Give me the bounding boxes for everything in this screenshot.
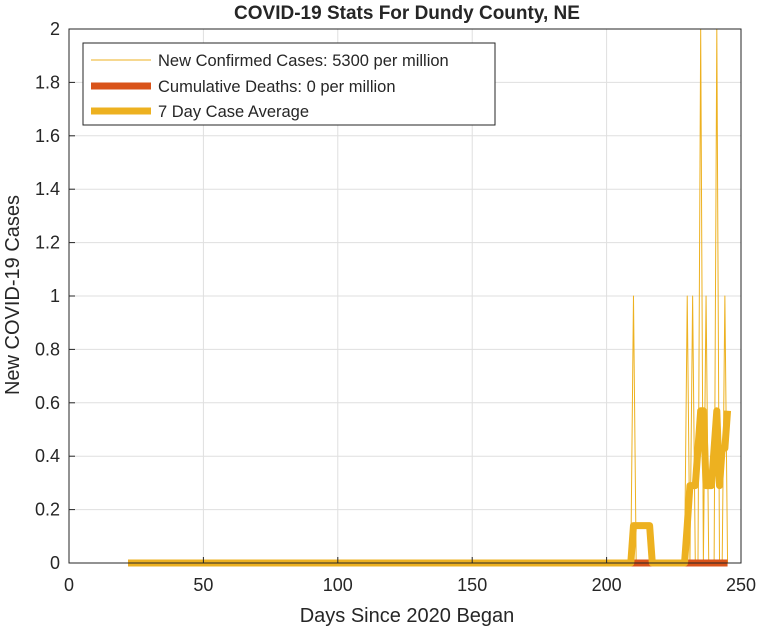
legend-label-deaths: Cumulative Deaths: 0 per million: [158, 78, 396, 96]
x-axis-label: Days Since 2020 Began: [300, 605, 515, 627]
legend: New Confirmed Cases: 5300 per million Cu…: [82, 42, 496, 126]
x-tick-label: 100: [323, 575, 353, 595]
y-tick-label: 0.6: [35, 393, 60, 413]
y-axis-label: New COVID-19 Cases: [2, 195, 24, 395]
x-tick-label: 0: [64, 575, 74, 595]
x-tick-label: 250: [726, 575, 756, 595]
chart-title: COVID-19 Stats For Dundy County, NE: [234, 3, 580, 24]
y-tick-label: 1.6: [35, 126, 60, 146]
x-tick-label: 200: [592, 575, 622, 595]
y-tick-label: 1.8: [35, 72, 60, 92]
x-tick-label: 150: [457, 575, 487, 595]
legend-label-new-cases: New Confirmed Cases: 5300 per million: [158, 52, 449, 70]
legend-label-avg: 7 Day Case Average: [158, 103, 309, 121]
y-tick-label: 0.2: [35, 500, 60, 520]
y-tick-label: 1.4: [35, 179, 60, 199]
x-tick-label: 50: [193, 575, 213, 595]
y-tick-labels: 0 0.2 0.4 0.6 0.8 1 1.2 1.4 1.6 1.8 2: [35, 19, 60, 573]
y-tick-label: 1.2: [35, 233, 60, 253]
y-tick-label: 0.4: [35, 446, 60, 466]
tick-marks: [68, 28, 742, 564]
y-tick-label: 0.8: [35, 339, 60, 359]
legend-box: [82, 42, 496, 126]
y-tick-label: 1: [50, 286, 60, 306]
seven-day-average-line: [128, 407, 732, 567]
y-tick-label: 0: [50, 553, 60, 573]
x-tick-labels: 0 50 100 150 200 250: [64, 575, 756, 595]
y-tick-label: 2: [50, 19, 60, 39]
